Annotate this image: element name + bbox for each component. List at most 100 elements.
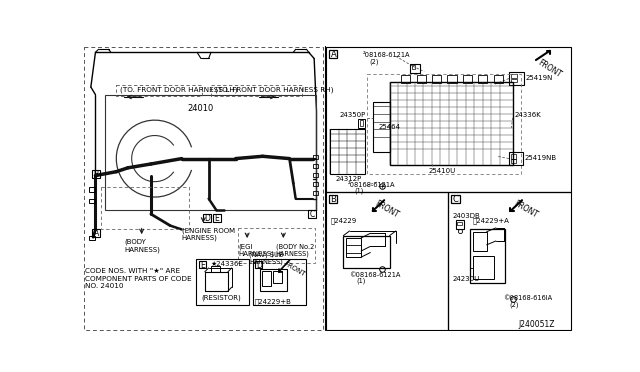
Bar — [330, 129, 365, 174]
Text: (1): (1) — [356, 278, 366, 285]
Text: ²08168-6121A: ²08168-6121A — [363, 52, 410, 58]
Text: ²08168-6121A: ²08168-6121A — [348, 182, 395, 188]
Text: E: E — [200, 261, 205, 270]
Bar — [90, 199, 95, 203]
Bar — [367, 74, 520, 174]
Bar — [511, 159, 516, 163]
Bar — [90, 235, 95, 240]
Bar — [105, 95, 316, 210]
Bar — [90, 187, 95, 192]
Bar — [312, 155, 318, 158]
Text: FRONT: FRONT — [374, 199, 401, 219]
Bar — [360, 120, 364, 126]
Bar — [478, 76, 488, 83]
Bar — [238, 228, 315, 263]
Bar — [204, 214, 211, 222]
Bar — [511, 74, 516, 78]
Bar — [308, 210, 316, 218]
Bar — [511, 154, 516, 158]
Bar — [312, 191, 318, 195]
Text: (EGI
HARNESS): (EGI HARNESS) — [239, 243, 275, 257]
Bar — [473, 256, 494, 279]
Bar — [473, 232, 486, 251]
Bar — [101, 187, 189, 230]
Text: A: A — [93, 230, 99, 238]
Text: 25419NB: 25419NB — [524, 155, 556, 161]
Bar — [390, 81, 513, 165]
Bar — [346, 245, 361, 253]
Text: (1): (1) — [354, 188, 364, 194]
Text: J240051Z: J240051Z — [518, 320, 555, 329]
Bar — [358, 119, 365, 128]
Text: 2403DB: 2403DB — [452, 212, 481, 218]
Text: (BODY
HARNESS): (BODY HARNESS) — [124, 239, 160, 253]
Text: D: D — [256, 261, 262, 270]
Bar — [326, 192, 448, 330]
Text: ©08168-6121A: ©08168-6121A — [349, 272, 401, 278]
Bar — [511, 78, 516, 82]
Bar — [260, 269, 287, 291]
Text: 24336K: 24336K — [515, 112, 541, 118]
Text: FRONT: FRONT — [512, 199, 539, 219]
Text: COMPONENT PARTS OF CODE: COMPONENT PARTS OF CODE — [86, 276, 192, 282]
Text: E: E — [215, 214, 220, 223]
Bar — [470, 230, 505, 283]
Text: ␤24229+A: ␤24229+A — [473, 218, 509, 224]
Bar — [458, 222, 462, 225]
Bar — [493, 76, 503, 83]
Text: (TO. FRONT DOOR HARNESS RH): (TO. FRONT DOOR HARNESS RH) — [215, 87, 333, 93]
Bar — [456, 220, 463, 230]
Text: ␤24229+B: ␤24229+B — [255, 299, 292, 305]
Text: (ENGINE ROOM
HARNESS): (ENGINE ROOM HARNESS) — [182, 227, 235, 241]
Text: C: C — [309, 210, 314, 219]
Bar — [451, 195, 460, 203]
Bar — [196, 259, 250, 305]
Bar — [417, 76, 426, 83]
Bar — [273, 271, 282, 283]
Text: B: B — [330, 195, 337, 204]
Text: (NAV) SUB
HARNESS): (NAV) SUB HARNESS) — [250, 251, 284, 265]
Text: A: A — [330, 50, 336, 59]
Bar — [326, 47, 572, 192]
Bar — [84, 47, 323, 330]
Text: (2): (2) — [369, 58, 379, 65]
Text: 24350P: 24350P — [340, 112, 366, 118]
Text: (2): (2) — [509, 301, 519, 308]
Text: 24010: 24010 — [188, 104, 214, 113]
Bar — [372, 102, 390, 153]
Bar — [344, 235, 390, 268]
Bar — [312, 173, 318, 177]
Text: (RESISTOR): (RESISTOR) — [201, 295, 241, 301]
Text: B: B — [93, 170, 99, 179]
Text: 25419N: 25419N — [526, 76, 553, 81]
Bar — [509, 71, 524, 86]
Bar — [412, 65, 415, 68]
Text: ␤24229: ␤24229 — [330, 218, 356, 224]
Text: 24230U: 24230U — [452, 276, 480, 282]
Bar — [255, 261, 262, 268]
Text: FRONT: FRONT — [536, 58, 563, 80]
Bar — [253, 259, 307, 305]
Bar — [92, 230, 100, 237]
Text: ★24336E: ★24336E — [211, 261, 244, 267]
Bar — [432, 76, 441, 83]
Bar — [463, 76, 472, 83]
Bar — [211, 266, 220, 272]
Bar — [116, 86, 202, 96]
Text: C: C — [453, 195, 459, 204]
Bar — [346, 238, 361, 257]
Bar — [329, 50, 337, 58]
Text: 25464: 25464 — [378, 124, 400, 130]
Bar — [211, 86, 302, 96]
Bar — [198, 261, 205, 268]
Bar — [447, 76, 456, 83]
Text: (TO. FRONT DOOR HARNESS LH): (TO. FRONT DOOR HARNESS LH) — [120, 87, 237, 93]
Bar — [262, 271, 271, 286]
Bar — [410, 64, 420, 73]
Bar — [312, 182, 318, 186]
Bar — [92, 170, 100, 178]
Bar — [312, 164, 318, 168]
Text: 25410U: 25410U — [428, 168, 455, 174]
Text: (BODY No.2
HARNESS): (BODY No.2 HARNESS) — [276, 243, 314, 257]
Bar — [213, 214, 221, 222]
